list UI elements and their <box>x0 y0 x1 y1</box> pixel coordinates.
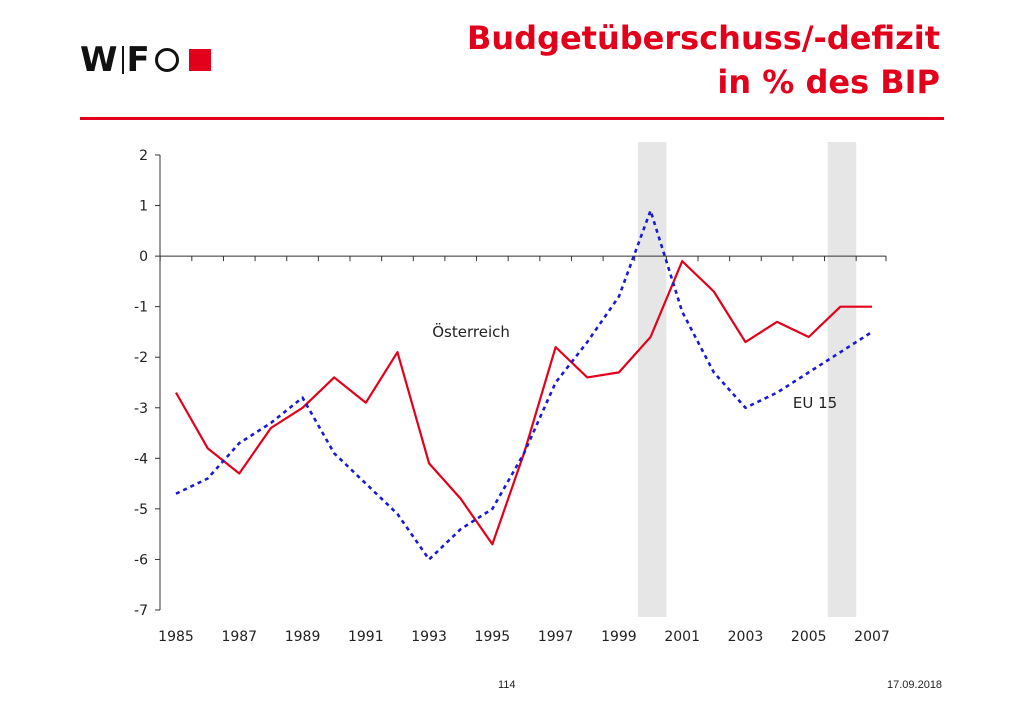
data-point <box>681 260 683 262</box>
data-point <box>618 371 620 373</box>
data-point <box>649 209 651 211</box>
series-line-eu15 <box>175 209 873 561</box>
data-point <box>744 407 746 409</box>
title-divider <box>80 117 944 120</box>
y-tick-label: -3 <box>134 401 148 417</box>
shaded-period-1 <box>827 142 857 617</box>
data-point <box>871 331 873 333</box>
x-tick-label: 1999 <box>601 629 637 645</box>
x-tick-label: 2007 <box>854 629 890 645</box>
x-tick-label: 1987 <box>221 629 257 645</box>
data-point <box>586 376 588 378</box>
logo-letter-f: F <box>126 40 151 80</box>
logo-ring-icon <box>154 48 179 72</box>
title-line-1: Budgetüberschuss/-defizit <box>466 19 940 57</box>
data-point <box>460 528 462 530</box>
data-point <box>744 341 746 343</box>
y-tick-label: -2 <box>134 350 148 366</box>
data-point <box>270 427 272 429</box>
data-point <box>396 513 398 515</box>
series-line-oesterreich <box>175 260 872 546</box>
shaded-period-0 <box>637 142 667 617</box>
y-tick-label: -6 <box>134 552 148 568</box>
slide-date: 17.09.2018 <box>887 679 943 691</box>
data-point <box>776 321 778 323</box>
y-tick-label: 2 <box>139 148 148 164</box>
data-point <box>554 346 556 348</box>
data-point <box>808 336 810 338</box>
data-point <box>681 311 683 313</box>
data-point <box>333 376 335 378</box>
y-tick-label: 0 <box>139 249 148 265</box>
data-point <box>460 498 462 500</box>
y-tick-label: -5 <box>134 502 148 518</box>
data-point <box>523 452 525 454</box>
x-tick-label: 2005 <box>791 629 827 645</box>
y-tick-label: -7 <box>134 603 148 619</box>
logo-square-icon <box>188 49 211 71</box>
data-point <box>713 371 715 373</box>
data-point <box>649 336 651 338</box>
x-tick-label: 1991 <box>348 629 384 645</box>
x-tick-label: 2001 <box>664 629 700 645</box>
data-point <box>238 472 240 474</box>
x-tick-label: 1997 <box>538 629 574 645</box>
data-point <box>776 391 778 393</box>
data-point <box>491 543 493 545</box>
x-tick-label: 1989 <box>285 629 321 645</box>
y-tick-label: -4 <box>134 451 148 467</box>
data-point <box>333 452 335 454</box>
data-point <box>713 290 715 292</box>
data-point <box>839 305 841 307</box>
slide-title: Budgetüberschuss/-defizit in % des BIP <box>467 16 940 104</box>
data-point <box>301 396 303 398</box>
data-point <box>618 295 620 297</box>
data-point <box>586 341 588 343</box>
data-point <box>808 371 810 373</box>
data-point <box>365 402 367 404</box>
data-point <box>206 477 208 479</box>
data-point <box>175 391 177 393</box>
data-point <box>839 351 841 353</box>
y-tick-label: 1 <box>139 199 148 215</box>
data-point <box>301 407 303 409</box>
x-tick-label: 2003 <box>728 629 764 645</box>
x-tick-label: 1995 <box>475 629 511 645</box>
data-point <box>428 462 430 464</box>
data-point <box>554 381 556 383</box>
logo-separator <box>121 46 124 74</box>
title-line-2: in % des BIP <box>717 63 940 101</box>
data-point <box>206 447 208 449</box>
data-point <box>428 558 430 560</box>
data-point <box>396 351 398 353</box>
data-point <box>270 422 272 424</box>
wifo-logo: W F <box>80 40 211 80</box>
series-label-oesterreich: Österreich <box>432 322 510 341</box>
y-tick-label: -1 <box>134 300 148 316</box>
data-point <box>871 305 873 307</box>
x-tick-label: 1993 <box>411 629 447 645</box>
data-point <box>491 508 493 510</box>
x-tick-label: 1985 <box>158 629 194 645</box>
data-point <box>365 482 367 484</box>
logo-letter-w: W <box>80 40 119 80</box>
data-point <box>238 442 240 444</box>
page-number: 114 <box>498 679 516 691</box>
data-point <box>175 493 177 495</box>
series-label-eu15: EU 15 <box>793 394 837 412</box>
